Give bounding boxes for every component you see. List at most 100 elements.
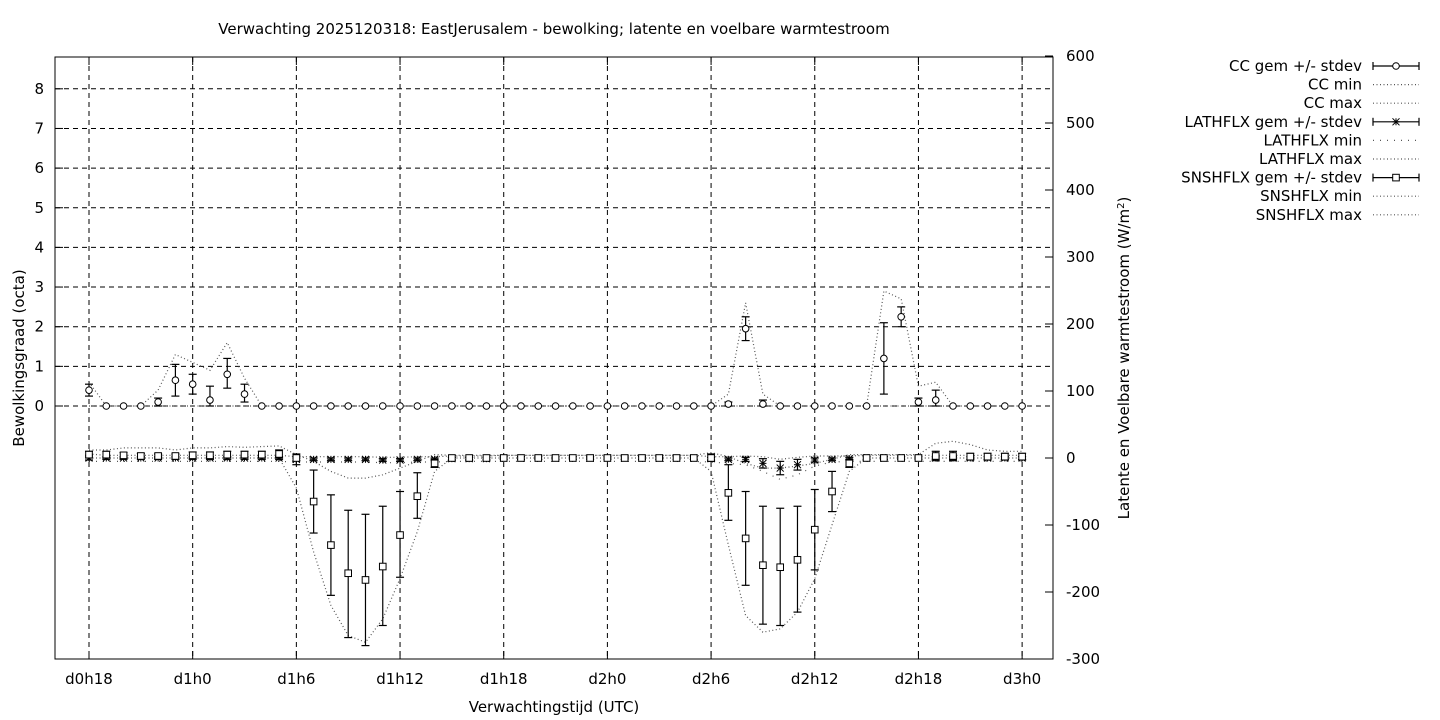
series-3-point bbox=[309, 455, 318, 464]
x-axis-label: Verwachtingstijd (UTC) bbox=[469, 698, 640, 716]
series-6-point bbox=[862, 454, 871, 462]
series-6-point bbox=[810, 525, 819, 534]
series-0-point bbox=[603, 402, 612, 410]
y2-axis-label-superscript: 2 bbox=[1116, 203, 1127, 209]
series-3-point-stroke bbox=[309, 455, 318, 464]
legend-label: CC max bbox=[1304, 94, 1363, 112]
series-3-point-stroke bbox=[327, 455, 335, 464]
y-tick-label: 5 bbox=[34, 199, 44, 217]
series-0-point bbox=[931, 396, 940, 404]
y-axis-label: Bewolkingsgraad (octa) bbox=[10, 269, 28, 446]
x-tick-label: d3h0 bbox=[1003, 670, 1041, 688]
series-3-point bbox=[724, 455, 733, 464]
series-0-point bbox=[1001, 402, 1009, 410]
series-6-point bbox=[845, 459, 854, 468]
series-6-point bbox=[119, 451, 128, 460]
x-tick-label: d1h0 bbox=[174, 670, 212, 688]
series-0-point bbox=[810, 402, 819, 410]
series-0-point bbox=[361, 402, 370, 410]
series-line-7 bbox=[89, 457, 1023, 644]
series-6-point bbox=[292, 454, 301, 462]
series-3-point bbox=[327, 455, 335, 464]
series-6-point bbox=[378, 562, 387, 571]
series-6-point bbox=[275, 450, 283, 458]
series-3-point bbox=[361, 455, 370, 464]
series-0-point bbox=[949, 402, 957, 410]
series-0-point bbox=[741, 324, 750, 333]
series-0-point bbox=[448, 402, 456, 410]
series-3-point bbox=[396, 456, 404, 464]
series-0-point bbox=[690, 402, 698, 410]
x-tick-label: d1h18 bbox=[480, 670, 528, 688]
legend-marker-stroke bbox=[1392, 117, 1400, 126]
series-6-point bbox=[620, 454, 629, 462]
series-0-point bbox=[344, 402, 353, 410]
x-tick-label: d1h6 bbox=[277, 670, 315, 688]
series-6-point bbox=[309, 497, 318, 506]
y2-tick-label: -300 bbox=[1066, 650, 1100, 668]
series-6-point bbox=[914, 454, 923, 462]
series-0-point bbox=[292, 402, 301, 410]
series-0-point bbox=[724, 400, 733, 408]
series-6-point bbox=[430, 459, 439, 468]
series-0-point bbox=[638, 402, 646, 410]
series-3-point bbox=[413, 455, 422, 464]
y-tick-label: 6 bbox=[34, 159, 44, 177]
series-0-point bbox=[776, 402, 785, 410]
series-3-point-stroke bbox=[361, 455, 370, 464]
legend-marker bbox=[1392, 173, 1400, 182]
series-0-point bbox=[655, 402, 664, 410]
y-tick-label: 0 bbox=[34, 397, 44, 415]
series-6-point bbox=[465, 454, 473, 462]
y2-tick-label: 100 bbox=[1066, 382, 1095, 400]
series-6-point bbox=[413, 492, 422, 500]
series-0-point bbox=[119, 402, 128, 410]
series-6-point bbox=[551, 454, 560, 462]
y-tick-label: 8 bbox=[34, 80, 44, 98]
series-6-point bbox=[344, 569, 352, 578]
series-0-point bbox=[396, 402, 404, 410]
legend-label: LATHFLX min bbox=[1263, 131, 1362, 149]
series-6-point bbox=[1018, 452, 1026, 461]
series-3-point-stroke bbox=[793, 460, 802, 469]
series-6-point bbox=[85, 450, 93, 459]
series-layer bbox=[85, 290, 1027, 647]
legend-marker bbox=[1392, 62, 1400, 70]
y2-tick-label: 500 bbox=[1066, 114, 1095, 132]
series-6-point bbox=[569, 454, 577, 462]
legend-label: LATHFLX max bbox=[1259, 150, 1362, 168]
y2-tick-label: 600 bbox=[1066, 47, 1095, 65]
series-0-point bbox=[828, 402, 836, 410]
axes: d0h18 d1h0 d1h6 d1h12 d1h18 d2h0 d2h6 d2h12 d2h1… bbox=[34, 47, 1100, 688]
series-6-point bbox=[102, 450, 111, 459]
x-tick-label: d0h18 bbox=[65, 670, 113, 688]
series-3-point-stroke bbox=[759, 459, 767, 468]
series-0-point bbox=[206, 396, 214, 404]
series-0-point bbox=[499, 402, 508, 410]
series-6-point bbox=[828, 487, 836, 496]
series-6-point bbox=[586, 454, 594, 462]
series-6-point bbox=[482, 454, 491, 462]
series-3-point bbox=[810, 456, 819, 464]
series-0-point bbox=[759, 400, 767, 408]
series-0-point bbox=[223, 370, 232, 379]
series-0-point bbox=[188, 380, 197, 388]
series-0-point bbox=[845, 402, 854, 410]
series-3-point bbox=[741, 455, 750, 464]
series-0-point bbox=[586, 402, 594, 410]
series-3-point-stroke bbox=[724, 455, 733, 464]
x-tick-label: d2h18 bbox=[895, 670, 943, 688]
series-0-point bbox=[620, 402, 629, 410]
series-3-point-stroke bbox=[413, 455, 422, 464]
y2-tick-label: 300 bbox=[1066, 248, 1095, 266]
chart-title: Verwachting 2025120318: EastJerusalem - … bbox=[218, 20, 889, 38]
series-6-point bbox=[897, 454, 905, 462]
series-6-point bbox=[966, 452, 975, 461]
y-tick-label: 7 bbox=[34, 119, 44, 137]
series-6-point bbox=[448, 454, 456, 462]
series-0-point bbox=[1018, 402, 1026, 410]
series-6-point bbox=[1001, 452, 1009, 461]
series-6-point bbox=[776, 563, 785, 572]
